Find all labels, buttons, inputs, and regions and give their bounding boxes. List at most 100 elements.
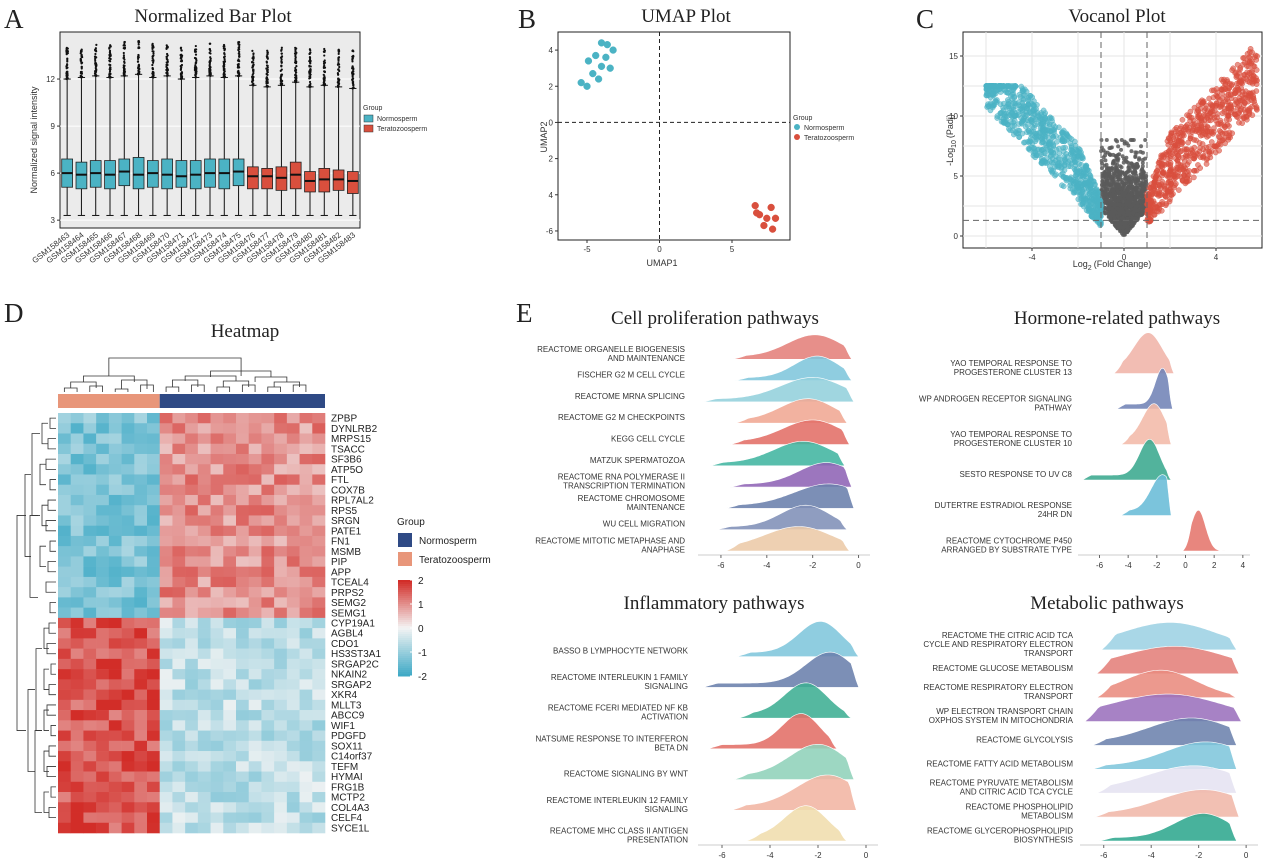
panel-c-point-ns [1112,173,1117,178]
panel-d-cell [286,587,300,598]
panel-d-cell [261,699,275,711]
panel-a-outlier-point [152,50,155,53]
panel-a-outlier-point [280,68,283,71]
panel-d-cell [121,587,135,598]
panel-c-point-up [1172,142,1178,149]
panel-d-cell [121,648,135,660]
panel-d-cell [70,740,84,752]
panel-d-cell [236,812,250,824]
panel-d-cell [108,515,122,526]
panel-d-cell [70,453,84,465]
panel-d-cell [83,720,97,731]
panel-d-cell [274,587,288,598]
panel-c-point-ns [1133,150,1138,155]
panel-a-outlier-point [338,65,341,69]
panel-d-cell [134,761,148,772]
panel-d-cell [159,751,173,762]
panel-d-cell [286,433,300,445]
panel-d-cell [236,525,250,537]
panel-c-point-down [1031,98,1037,104]
panel-d-cell [210,535,224,547]
panel-d-cell [121,515,135,526]
panel-d-cell [312,443,326,455]
panel-e-pathway-label-line: MAINTENANCE [627,503,685,512]
panel-c-point-up [1200,100,1206,106]
panel-d-cell [197,535,211,547]
panel-d-cell [236,535,250,547]
panel-c-point-up [1233,69,1239,76]
panel-a-outlier-point [151,63,154,67]
panel-d-cell [299,423,313,434]
panel-d-cell [210,556,224,567]
panel-c-point-down [1088,189,1095,196]
panel-d-colorbar-label: 2 [418,576,424,587]
panel-d-cell [147,751,161,762]
panel-d-cell [248,792,262,803]
panel-a-outlier-point [152,61,155,64]
panel-c-point-ns [1122,232,1127,237]
panel-a-ytick-label: 3 [51,216,56,225]
panel-d-cell [299,546,313,557]
panel-d-dendro-link [41,422,48,445]
panel-d-legend-swatch-normo [398,533,412,547]
panel-d-cell [70,628,84,639]
panel-d-cell [70,710,84,721]
panel-d-cell [274,720,288,731]
panel-c-point-up [1186,112,1192,119]
panel-a-outlier-point [336,81,340,84]
panel-c-point-ns [1122,139,1127,144]
panel-d-cell [121,781,135,793]
panel-d-cell [108,628,122,639]
panel-a-outlier-point [308,56,312,60]
panel-d-cell [223,740,237,752]
panel-d-cell [121,535,135,547]
panel-d-cell [70,617,84,629]
panel-c-point-down [1058,171,1065,178]
panel-d-cell [197,597,211,608]
panel-a-outlier-point [266,51,269,54]
panel-d-cell [134,648,148,660]
panel-d-cell [197,546,211,557]
panel-d-legend-terato: Teratozoosperm [419,555,491,566]
panel-c-point-ns [1126,168,1131,173]
panel-d-cell [108,761,122,772]
panel-d-cell [159,761,173,772]
panel-c-point-down [1086,171,1093,177]
panel-d-cell [134,822,148,834]
panel-c-point-ns [1131,165,1136,170]
panel-e-pathway-label: YAO TEMPORAL RESPONSE TO PROGESTERONE CLU… [950,359,1072,377]
panel-d-cell [236,423,250,434]
panel-a-outlier-point [252,75,255,79]
panel-d-cell [147,740,161,752]
panel-a-outlier-point [194,44,197,48]
panel-e-ridgelines: Cell proliferation pathways-6 -4 -2 0REACTO… [535,308,1258,858]
panel-d-cell [83,433,97,445]
panel-d-cell [70,679,84,690]
panel-a-legend-title: Group [363,105,383,112]
panel-d-cell [248,679,262,690]
panel-d-cell [147,566,161,578]
panel-c-point-ns [1140,157,1145,162]
panel-a-outlier-point [137,64,140,68]
panel-c-point-up [1236,95,1243,102]
panel-d-cell [96,484,110,496]
panel-c-point-ns [1132,207,1137,212]
panel-d-cell [58,484,72,496]
panel-a-outlier-point [279,79,282,83]
panel-a-outlier-point [323,47,326,51]
panel-d-cell [236,771,250,783]
panel-d-cell [286,525,300,537]
panel-d-cell [197,505,211,516]
panel-d-cell [96,812,110,824]
panel-c-point-down [1080,166,1087,173]
panel-d-cell [172,792,186,803]
panel-d-cell [286,771,300,783]
panel-d-cell [134,535,148,547]
panel-a-outlier-point [165,72,169,75]
panel-d-cell [210,607,224,619]
panel-d-cell [197,464,211,475]
panel-d-cell [121,658,135,670]
panel-c-point-down [1064,174,1070,181]
panel-d-cell [197,740,211,752]
panel-d-cell [159,781,173,793]
